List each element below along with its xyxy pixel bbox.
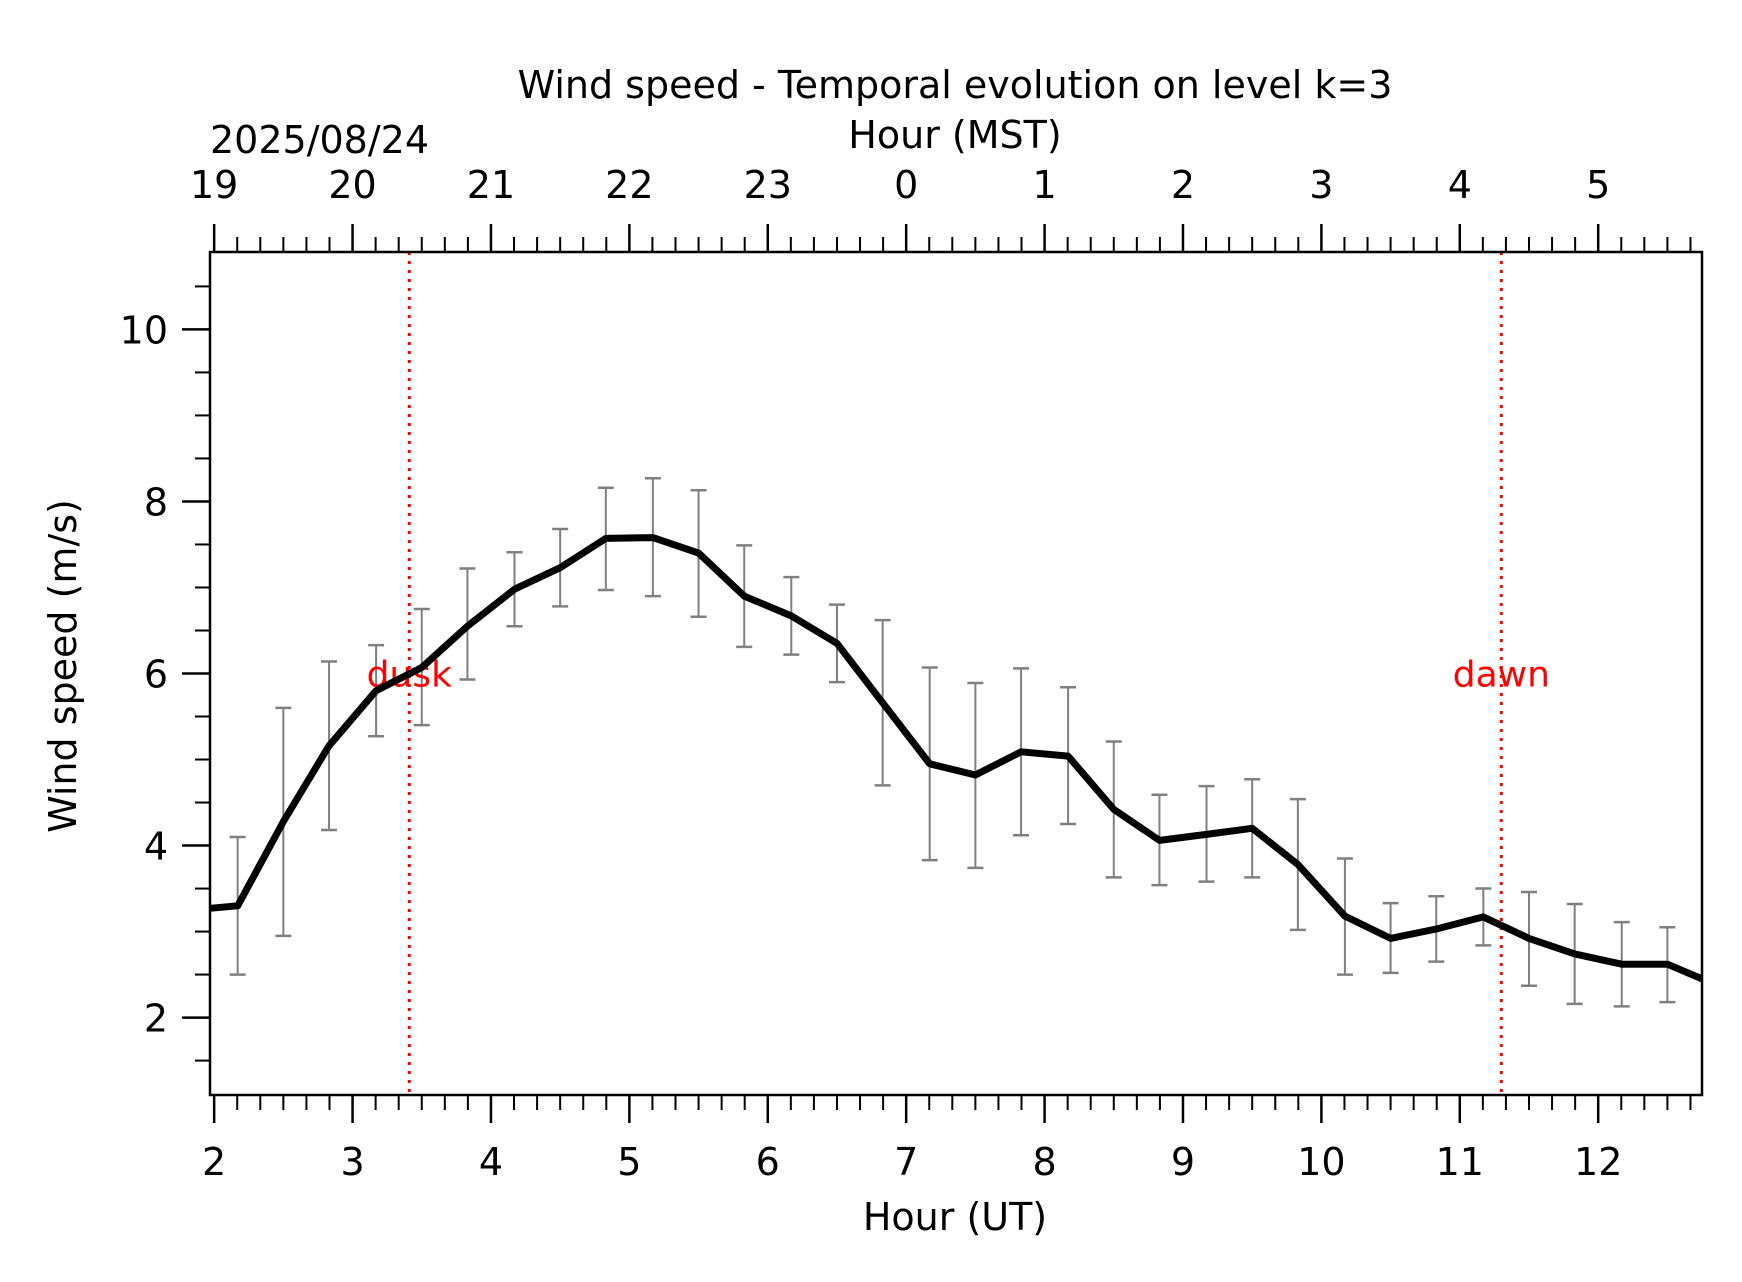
- x-tick-label: 12: [1574, 1140, 1622, 1184]
- top-tick-label: 4: [1448, 163, 1472, 207]
- y-tick-label: 10: [120, 308, 168, 352]
- dawn-label: dawn: [1453, 655, 1550, 696]
- y-tick-label: 2: [144, 997, 168, 1041]
- top-tick-label: 19: [190, 163, 238, 207]
- y-tick-label: 8: [144, 480, 168, 524]
- x-tick-label: 4: [479, 1140, 503, 1184]
- x-tick-label: 10: [1297, 1140, 1345, 1184]
- y-tick-label: 6: [144, 653, 168, 697]
- annotations: dusk dawn: [367, 252, 1550, 1095]
- y-tick-label: 4: [144, 825, 168, 869]
- top-tick-label: 22: [605, 163, 653, 207]
- top-tick-label: 1: [1032, 163, 1056, 207]
- x-tick-label: 11: [1436, 1140, 1484, 1184]
- x-tick-label: 3: [340, 1140, 364, 1184]
- x-tick-label: 2: [202, 1140, 226, 1184]
- top-tick-label: 20: [328, 163, 376, 207]
- date-label: 2025/08/24: [210, 118, 429, 162]
- top-x-axis-label: Hour (MST): [848, 113, 1061, 157]
- x-axis-label: Hour (UT): [863, 1195, 1047, 1239]
- y-axis-label: Wind speed (m/s): [41, 499, 85, 833]
- error-bars: [229, 476, 1676, 1008]
- top-tick-label: 23: [744, 163, 792, 207]
- top-tick-label: 2: [1171, 163, 1195, 207]
- chart-title: Wind speed - Temporal evolution on level…: [518, 63, 1393, 107]
- x-tick-label: 8: [1032, 1140, 1056, 1184]
- x-tick-label: 9: [1171, 1140, 1195, 1184]
- x-tick-label: 6: [756, 1140, 780, 1184]
- x-tick-label: 5: [617, 1140, 641, 1184]
- top-tick-label: 0: [894, 163, 918, 207]
- plot-frame: [208, 250, 1704, 1097]
- x-tick-label: 7: [894, 1140, 918, 1184]
- series-line: [209, 534, 1704, 983]
- top-tick-label: 3: [1309, 163, 1333, 207]
- top-tick-label: 21: [467, 163, 515, 207]
- top-tick-label: 5: [1586, 163, 1610, 207]
